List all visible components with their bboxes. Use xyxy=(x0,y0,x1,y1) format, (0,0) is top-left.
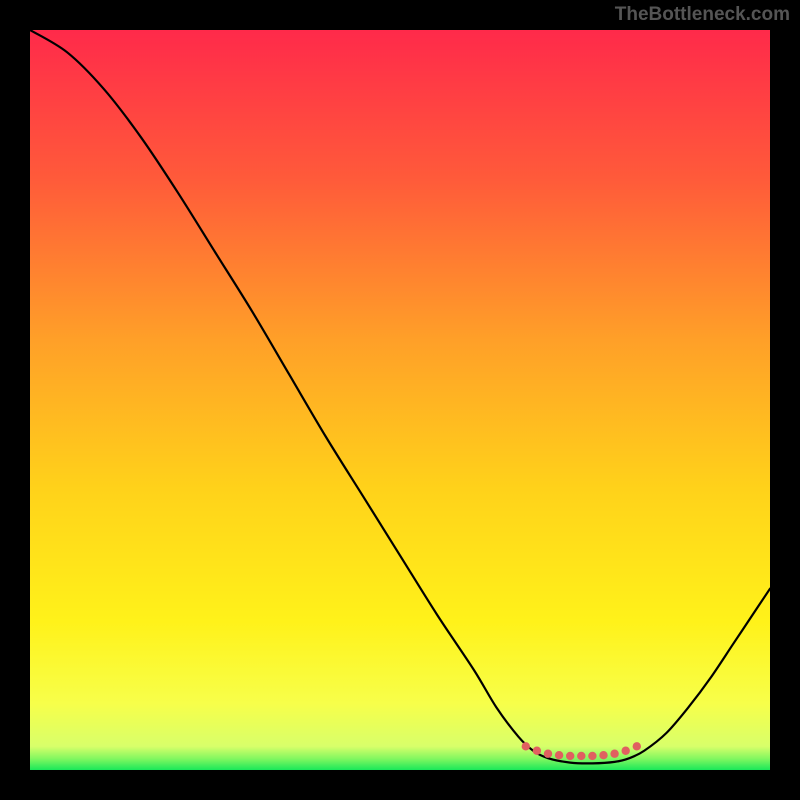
optimal-dot xyxy=(566,752,574,760)
optimal-dot xyxy=(599,751,607,759)
chart-container xyxy=(30,30,770,770)
optimal-dot xyxy=(522,742,530,750)
watermark-text: TheBottleneck.com xyxy=(615,4,790,26)
optimal-dot xyxy=(633,742,641,750)
bottleneck-curve-chart xyxy=(30,30,770,770)
optimal-dot xyxy=(555,751,563,759)
optimal-dot xyxy=(610,750,618,758)
optimal-dot xyxy=(588,752,596,760)
chart-background xyxy=(30,30,770,770)
optimal-dot xyxy=(622,747,630,755)
optimal-dot xyxy=(577,752,585,760)
optimal-dot xyxy=(533,747,541,755)
optimal-dot xyxy=(544,750,552,758)
